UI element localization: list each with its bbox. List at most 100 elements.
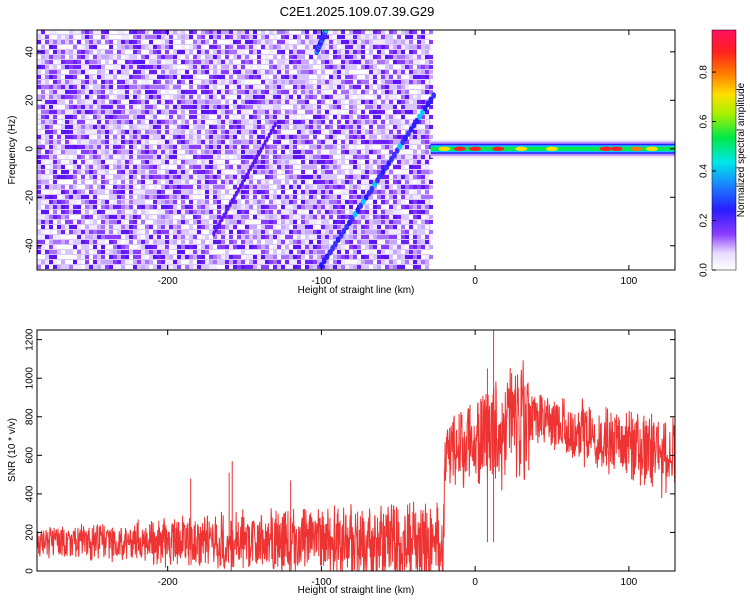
- noise-cell: [57, 115, 61, 119]
- noise-cell: [137, 190, 141, 194]
- noise-cell: [209, 155, 213, 159]
- noise-cell: [233, 260, 237, 264]
- noise-cell: [285, 230, 289, 234]
- noise-cell: [181, 215, 185, 219]
- noise-cell: [185, 75, 189, 79]
- noise-cell: [129, 80, 133, 84]
- noise-cell: [149, 35, 153, 39]
- noise-cell: [365, 240, 369, 244]
- noise-cell: [377, 155, 381, 159]
- noise-cell: [249, 205, 253, 209]
- noise-cell: [361, 95, 365, 99]
- noise-cell: [385, 205, 389, 209]
- noise-cell: [417, 90, 421, 94]
- noise-cell: [245, 80, 249, 84]
- noise-cell: [249, 245, 253, 249]
- noise-cell: [405, 240, 409, 244]
- noise-cell: [153, 120, 157, 124]
- noise-cell: [421, 175, 425, 179]
- noise-cell: [233, 140, 237, 144]
- noise-cell: [429, 105, 433, 109]
- noise-cell: [249, 100, 253, 104]
- noise-cell: [153, 50, 157, 54]
- noise-cell: [97, 250, 101, 254]
- noise-cell: [125, 110, 129, 114]
- noise-cell: [141, 220, 145, 224]
- figure-title: C2E1.2025.109.07.39.G29: [280, 4, 435, 19]
- noise-cell: [49, 235, 53, 239]
- noise-cell: [157, 45, 161, 49]
- noise-cell: [341, 180, 345, 184]
- noise-cell: [257, 260, 261, 264]
- noise-cell: [397, 55, 401, 59]
- noise-cell: [49, 95, 53, 99]
- noise-cell: [129, 175, 133, 179]
- noise-cell: [53, 35, 57, 39]
- noise-cell: [305, 95, 309, 99]
- noise-cell: [353, 40, 357, 44]
- noise-cell: [209, 145, 213, 149]
- noise-cell: [241, 205, 245, 209]
- noise-cell: [137, 100, 141, 104]
- noise-cell: [385, 140, 389, 144]
- noise-cell: [393, 190, 397, 194]
- noise-cell: [233, 240, 237, 244]
- noise-cell: [257, 85, 261, 89]
- noise-cell: [417, 210, 421, 214]
- noise-cell: [49, 130, 53, 134]
- noise-cell: [381, 125, 385, 129]
- noise-cell: [141, 80, 145, 84]
- noise-cell: [425, 200, 429, 204]
- noise-cell: [73, 40, 77, 44]
- noise-cell: [177, 75, 181, 79]
- noise-cell: [37, 155, 41, 159]
- noise-cell: [285, 265, 289, 269]
- noise-cell: [285, 150, 289, 154]
- noise-cell: [309, 95, 313, 99]
- noise-cell: [373, 220, 377, 224]
- noise-cell: [157, 160, 161, 164]
- noise-cell: [301, 60, 305, 64]
- noise-cell: [89, 50, 93, 54]
- noise-cell: [213, 75, 217, 79]
- noise-cell: [117, 160, 121, 164]
- noise-cell: [265, 60, 269, 64]
- noise-cell: [313, 160, 317, 164]
- noise-cell: [369, 205, 373, 209]
- noise-cell: [77, 100, 81, 104]
- noise-cell: [401, 210, 405, 214]
- noise-cell: [73, 245, 77, 249]
- noise-cell: [133, 160, 137, 164]
- noise-cell: [201, 190, 205, 194]
- noise-cell: [389, 115, 393, 119]
- noise-cell: [393, 140, 397, 144]
- noise-cell: [269, 195, 273, 199]
- noise-cell: [425, 225, 429, 229]
- noise-cell: [377, 240, 381, 244]
- noise-cell: [361, 175, 365, 179]
- noise-cell: [49, 220, 53, 224]
- noise-cell: [89, 125, 93, 129]
- noise-cell: [177, 45, 181, 49]
- noise-cell: [317, 150, 321, 154]
- noise-cell: [125, 190, 129, 194]
- noise-cell: [161, 130, 165, 134]
- noise-cell: [333, 80, 337, 84]
- noise-cell: [361, 45, 365, 49]
- noise-cell: [185, 150, 189, 154]
- noise-cell: [237, 150, 241, 154]
- noise-cell: [389, 145, 393, 149]
- noise-cell: [213, 40, 217, 44]
- noise-cell: [93, 110, 97, 114]
- noise-cell: [313, 165, 317, 169]
- slanted-signal-point: [355, 206, 361, 214]
- noise-cell: [117, 225, 121, 229]
- noise-cell: [121, 170, 125, 174]
- noise-cell: [377, 260, 381, 264]
- faint-signal-point: [212, 230, 216, 237]
- noise-cell: [181, 145, 185, 149]
- noise-cell: [293, 220, 297, 224]
- noise-cell: [133, 65, 137, 69]
- noise-cell: [269, 95, 273, 99]
- noise-cell: [229, 175, 233, 179]
